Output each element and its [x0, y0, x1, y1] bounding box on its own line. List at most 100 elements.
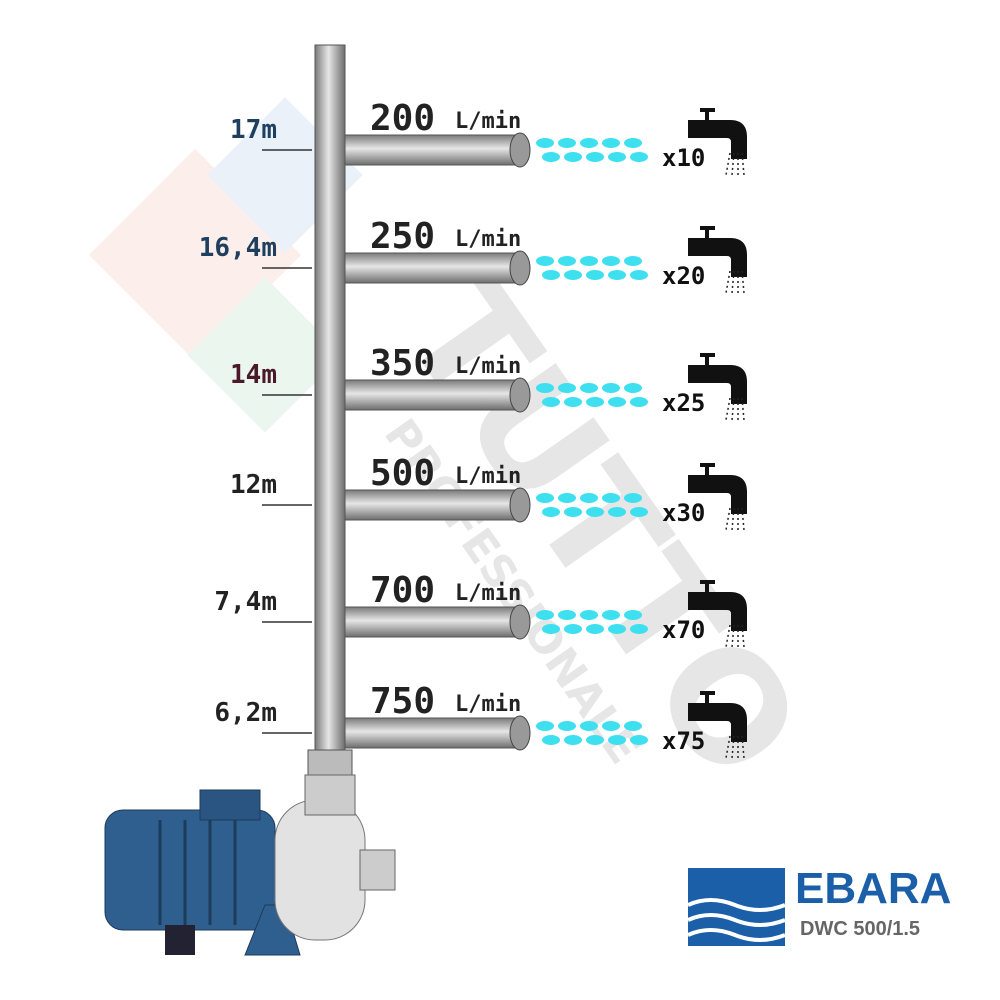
- water-drop: [564, 397, 582, 407]
- outlet: [304, 774, 356, 816]
- tap-count: x10: [662, 144, 705, 172]
- motor: [104, 809, 276, 931]
- water-drop: [542, 270, 560, 280]
- water-drop: [536, 383, 554, 393]
- branch-pipe: [344, 379, 516, 411]
- spray: [731, 397, 735, 421]
- water-drop: [630, 735, 648, 745]
- flow-value: 200: [370, 98, 435, 139]
- water-drop: [586, 397, 604, 407]
- pipe-cap: [509, 132, 531, 168]
- flow-unit: L/min: [455, 109, 521, 134]
- tap: [688, 580, 747, 631]
- branch-pipe: [344, 606, 516, 638]
- pipe-cap: [509, 715, 531, 751]
- water-drop: [564, 624, 582, 634]
- water-drop: [630, 507, 648, 517]
- branch-pipe: [344, 717, 516, 749]
- water-drop: [602, 256, 620, 266]
- height-label: 12m: [230, 470, 277, 500]
- water-drop: [630, 397, 648, 407]
- water-drop: [630, 270, 648, 280]
- water-drop: [586, 270, 604, 280]
- water-drop: [602, 493, 620, 503]
- tap: [688, 226, 747, 277]
- terminal-box: [199, 789, 261, 821]
- pipe-cap: [509, 604, 531, 640]
- branch-pipe: [344, 252, 516, 284]
- tap-count: x70: [662, 616, 705, 644]
- water-drop: [630, 152, 648, 162]
- pipe-cap: [509, 377, 531, 413]
- water-drop: [602, 138, 620, 148]
- water-drop: [580, 610, 598, 620]
- tap-count: x25: [662, 389, 705, 417]
- spray: [725, 735, 731, 759]
- tap: [688, 353, 747, 404]
- water-drop: [580, 383, 598, 393]
- water-drop: [542, 397, 560, 407]
- flow-unit: L/min: [455, 354, 521, 379]
- water-drop: [558, 721, 576, 731]
- tap: [688, 108, 747, 159]
- spray: [731, 152, 735, 176]
- tap: [688, 463, 747, 514]
- water-drop: [630, 624, 648, 634]
- water-drop: [558, 610, 576, 620]
- spray: [731, 624, 735, 648]
- water-drop: [602, 721, 620, 731]
- wm-shape: [187, 277, 343, 433]
- water-drop: [558, 138, 576, 148]
- water-drop: [602, 610, 620, 620]
- height-label: 6,2m: [214, 698, 277, 728]
- spray: [731, 270, 735, 294]
- foot: [165, 925, 195, 955]
- water-drop: [624, 138, 642, 148]
- height-label: 14m: [230, 360, 277, 390]
- flow-unit: L/min: [455, 464, 521, 489]
- spray: [731, 735, 735, 759]
- water-drop: [586, 624, 604, 634]
- water-drop: [602, 383, 620, 393]
- water-drop: [564, 507, 582, 517]
- branch-pipe: [344, 134, 516, 166]
- water-drop: [542, 507, 560, 517]
- water-drop: [536, 721, 554, 731]
- water-drop: [558, 383, 576, 393]
- spray: [725, 397, 731, 421]
- spray: [725, 624, 731, 648]
- water-drop: [536, 493, 554, 503]
- water-drop: [608, 270, 626, 280]
- spray: [725, 270, 731, 294]
- spray: [741, 397, 745, 421]
- water-drop: [586, 507, 604, 517]
- water-drop: [536, 256, 554, 266]
- logo-waves: [687, 898, 786, 942]
- tap: [688, 691, 747, 742]
- water-drop: [542, 735, 560, 745]
- water-drop: [558, 256, 576, 266]
- water-drop: [624, 493, 642, 503]
- flow-value: 700: [370, 570, 435, 611]
- water-drop: [624, 610, 642, 620]
- water-drop: [586, 152, 604, 162]
- height-label: 16,4m: [199, 233, 277, 263]
- flow-value: 500: [370, 453, 435, 494]
- water-drop: [624, 256, 642, 266]
- water-drop: [608, 735, 626, 745]
- spray: [725, 152, 731, 176]
- water-drop: [580, 493, 598, 503]
- flow-value: 250: [370, 216, 435, 257]
- tap-count: x75: [662, 727, 705, 755]
- spray: [741, 507, 745, 531]
- pipe-cap: [509, 487, 531, 523]
- logo: EBARA DWC 500/1.5: [687, 864, 951, 946]
- flow-unit: L/min: [455, 581, 521, 606]
- water-drop: [536, 610, 554, 620]
- flow-value: 350: [370, 343, 435, 384]
- pipe-cap: [509, 250, 531, 286]
- water-drop: [608, 507, 626, 517]
- water-drop: [542, 624, 560, 634]
- water-drop: [608, 624, 626, 634]
